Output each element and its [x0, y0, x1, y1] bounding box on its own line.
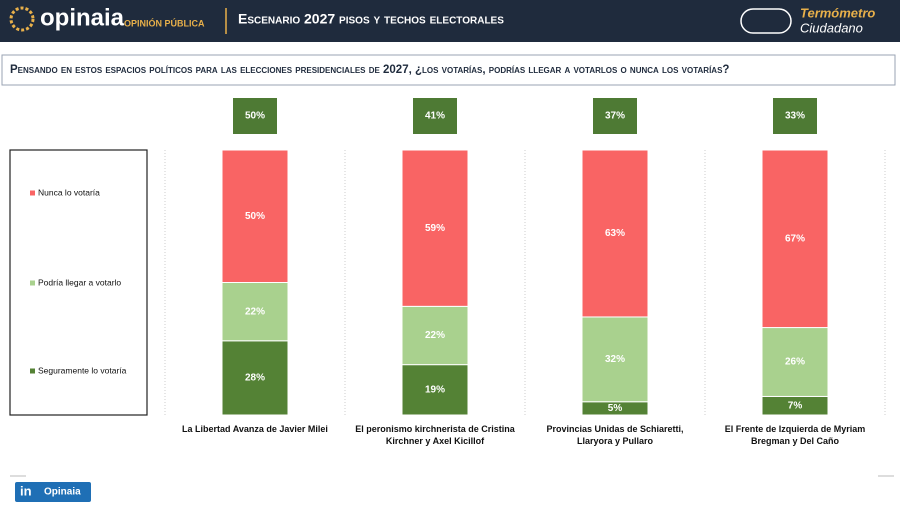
- legend-swatch: [30, 280, 35, 286]
- value-label: 63%: [605, 228, 625, 239]
- category-label: Provincias Unidas de Schiaretti, Llaryor…: [546, 424, 684, 446]
- brand-sub: OPINIÓN PÚBLICA: [124, 17, 205, 28]
- value-label: 5%: [608, 403, 623, 414]
- bar-segment: [401, 364, 469, 416]
- legend-swatch: [30, 368, 35, 374]
- ceiling-label: 33%: [785, 111, 805, 122]
- bar-segment: [581, 316, 649, 403]
- value-label: 22%: [425, 330, 445, 341]
- value-label: 59%: [425, 223, 445, 234]
- brand: opinaia: [40, 4, 125, 31]
- value-label: 67%: [785, 233, 805, 244]
- ceiling-box: [593, 98, 637, 134]
- badge-line2: Ciudadano: [800, 20, 863, 35]
- value-label: 22%: [245, 306, 265, 317]
- ceiling-label: 50%: [245, 111, 265, 122]
- bar-segment: [761, 327, 829, 397]
- header-bar: [0, 0, 900, 42]
- badge-icon: [740, 8, 792, 34]
- value-label: 26%: [785, 357, 805, 368]
- linkedin-button[interactable]: [15, 482, 91, 502]
- bar-segment: [761, 149, 829, 329]
- ceiling-label: 37%: [605, 111, 625, 122]
- legend-label: Seguramente lo votaría: [38, 365, 127, 375]
- value-label: 7%: [788, 400, 803, 411]
- ceiling-label: 41%: [425, 111, 445, 122]
- ceiling-box: [773, 98, 817, 134]
- bar-segment: [221, 149, 289, 283]
- category-label: El peronismo kirchnerista de Cristina Ki…: [355, 424, 515, 446]
- question: Pensando en estos espacios políticos par…: [10, 64, 729, 76]
- bar-segment: [401, 149, 469, 307]
- ceiling-box: [413, 98, 457, 134]
- header-title: Escenario 2027 pisos y techos electorale…: [238, 11, 504, 27]
- badge-line1: Termómetro: [800, 5, 875, 20]
- value-label: 19%: [425, 384, 445, 395]
- bar-segment: [581, 149, 649, 318]
- value-label: 32%: [605, 354, 625, 365]
- category-label: El Frente de Izquierda de Myriam Bregman…: [724, 424, 866, 446]
- logo-icon: [9, 6, 35, 32]
- linkedin-label: Opinaia: [44, 487, 81, 498]
- legend-label: Podría llegar a votarlo: [38, 277, 121, 287]
- legend-swatch: [30, 190, 35, 196]
- category-label: La Libertad Avanza de Javier Milei: [182, 424, 328, 434]
- bar-segment: [221, 340, 289, 416]
- ceiling-box: [233, 98, 277, 134]
- value-label: 50%: [245, 211, 265, 222]
- value-label: 28%: [245, 373, 265, 384]
- bar-segment: [401, 305, 469, 366]
- question-box: [1, 54, 896, 86]
- linkedin-icon: in: [20, 483, 32, 498]
- legend-label: Nunca lo votaría: [38, 187, 100, 197]
- bar-segment: [221, 282, 289, 342]
